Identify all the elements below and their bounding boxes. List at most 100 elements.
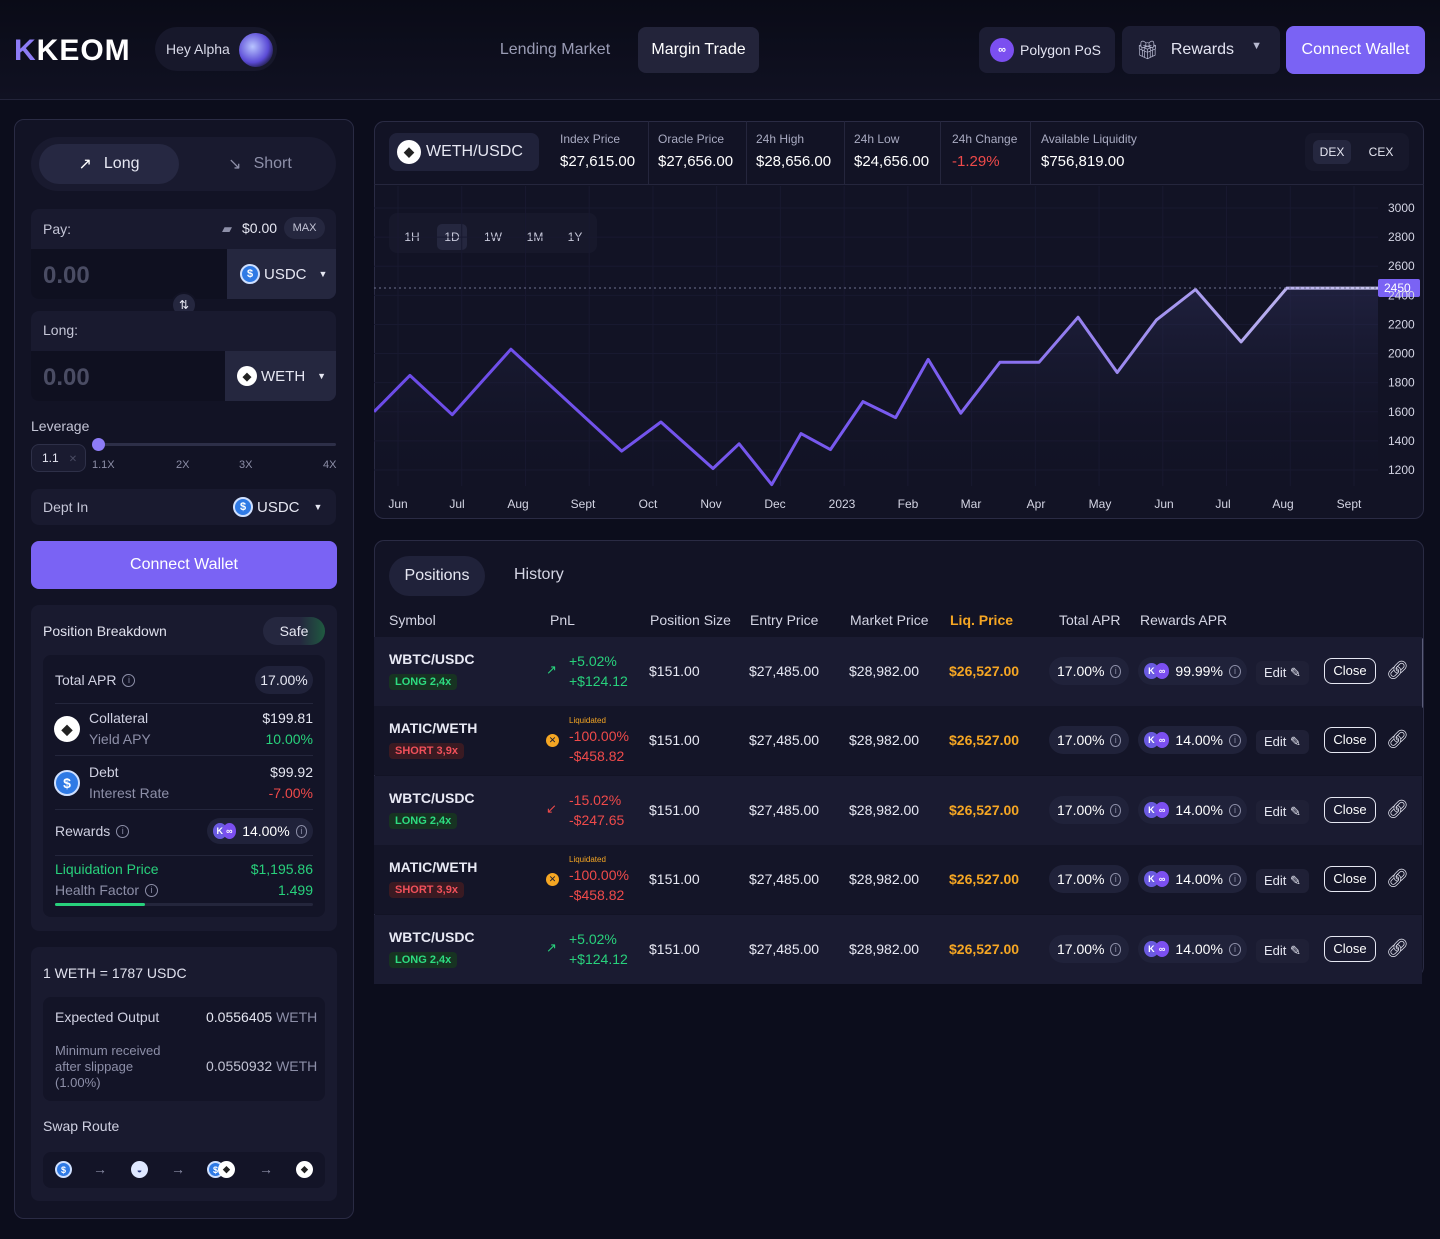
y-tick-label: 3000 (1388, 201, 1415, 215)
tab-history[interactable]: History (514, 566, 564, 583)
keom-logo[interactable]: KKEOM (14, 34, 131, 67)
max-button[interactable]: MAX (284, 217, 325, 239)
chevron-down-icon: ▼ (313, 502, 323, 512)
stat-label: Index Price (560, 132, 621, 146)
long-amount-input[interactable]: 0.00 (43, 364, 90, 391)
market-price: $28,982.00 (849, 663, 920, 679)
tab-positions[interactable]: Positions (389, 556, 485, 596)
info-icon[interactable]: i (122, 673, 136, 687)
info-icon[interactable]: i (1110, 664, 1121, 678)
table-row[interactable]: WBTC/USDC LONG 2,4x ↗ +5.02% +$124.12 $1… (374, 637, 1422, 706)
close-position-button[interactable]: Close (1324, 727, 1376, 753)
edit-icon: ✎ (1290, 943, 1301, 958)
rewards-dropdown[interactable]: 🎁︎ Rewards ▼ (1122, 26, 1280, 74)
column-header: Total APR (1059, 612, 1121, 628)
info-icon[interactable]: i (1110, 942, 1121, 956)
liquidated-note: Liquidated (569, 716, 606, 725)
side-badge: LONG 2,4x (389, 674, 458, 690)
expected-output-value: 0.0556405 WETH (206, 1009, 318, 1025)
edit-button[interactable]: Edit ✎ (1256, 800, 1309, 824)
link-icon[interactable]: 🔗︎ (1386, 729, 1409, 749)
trending-down-icon: ↘ (228, 156, 242, 173)
dex-toggle[interactable]: DEX (1313, 140, 1351, 164)
leverage-input[interactable]: 1.1 ✕ (31, 444, 86, 472)
x-tick-label: Aug (1272, 497, 1293, 511)
leverage-tick: 1.1X (92, 459, 115, 471)
pay-token-select[interactable]: $ USDC ▼ (227, 249, 336, 299)
edit-button[interactable]: Edit ✎ (1256, 730, 1309, 754)
info-icon[interactable]: i (1110, 872, 1121, 886)
table-row[interactable]: MATIC/WETH SHORT 3,9x ✕ Liquidated -100.… (374, 706, 1422, 775)
network-selector[interactable]: ∞ Polygon PoS (979, 27, 1115, 73)
tab-long[interactable]: ↗ Long (39, 144, 179, 184)
leverage-slider-track[interactable] (98, 443, 336, 446)
table-row[interactable]: MATIC/WETH SHORT 3,9x ✕ Liquidated -100.… (374, 845, 1422, 914)
info-icon[interactable]: i (1228, 664, 1241, 678)
total-apr-chip: 17.00% i (1049, 796, 1129, 824)
debt-selector[interactable] (31, 489, 336, 525)
link-icon[interactable]: 🔗︎ (1386, 660, 1409, 680)
trending-up-icon: ↗ (546, 662, 557, 677)
edit-button[interactable]: Edit ✎ (1256, 869, 1309, 893)
info-icon[interactable]: i (145, 883, 159, 897)
current-price-marker (1378, 279, 1420, 298)
info-icon[interactable]: i (116, 824, 130, 838)
link-icon[interactable]: 🔗︎ (1386, 938, 1409, 958)
swap-route: $ → ◒ → $ ◆ → ◆ (43, 1152, 325, 1188)
long-token-select[interactable]: ◆ WETH ▼ (225, 351, 336, 401)
y-tick-label: 2600 (1388, 259, 1415, 273)
info-icon[interactable]: i (1110, 733, 1121, 747)
weth-icon: ◆ (296, 1161, 313, 1178)
stat-divider (746, 121, 747, 185)
leverage-slider-thumb[interactable] (92, 438, 105, 451)
info-icon[interactable]: i (295, 824, 308, 838)
leverage-label: Leverage (31, 418, 90, 434)
stat-divider (648, 121, 649, 185)
link-icon[interactable]: 🔗︎ (1386, 799, 1409, 819)
close-position-button[interactable]: Close (1324, 658, 1376, 684)
pair-selector[interactable]: ◆ WETH/USDC (389, 133, 539, 171)
edit-button[interactable]: Edit ✎ (1256, 661, 1309, 685)
edit-button[interactable]: Edit ✎ (1256, 939, 1309, 963)
table-row[interactable]: WBTC/USDC LONG 2,4x ↙ -15.02% -$247.65 $… (374, 776, 1422, 845)
info-icon[interactable]: i (1228, 803, 1241, 817)
total-apr-chip: 17.00% i (1049, 935, 1129, 963)
entry-price: $27,485.00 (749, 941, 820, 957)
nav-margin-trade[interactable]: Margin Trade (638, 27, 759, 73)
debt-token[interactable]: $ USDC ▼ (233, 497, 322, 517)
pnl-usd: -$247.65 (569, 812, 625, 828)
info-icon[interactable]: i (1228, 942, 1241, 956)
pay-amount-input[interactable]: 0.00 (43, 262, 90, 289)
min-received-value: 0.0550932 WETH (206, 1058, 318, 1074)
info-icon[interactable]: i (1228, 872, 1241, 886)
stat-value: -1.29% (952, 153, 1000, 170)
y-tick-label: 2800 (1388, 230, 1415, 244)
trending-up-icon: ↗ (78, 156, 92, 173)
close-position-button[interactable]: Close (1324, 936, 1376, 962)
close-position-button[interactable]: Close (1324, 797, 1376, 823)
stat-label: 24h Low (854, 132, 900, 146)
cex-toggle[interactable]: CEX (1368, 145, 1394, 159)
info-icon[interactable]: i (1110, 803, 1121, 817)
info-icon[interactable]: i (1228, 733, 1241, 747)
close-position-button[interactable]: Close (1324, 866, 1376, 892)
price-chart[interactable]: 2450 1200 1400 1600 1800 2000 2200 2400 2600 2800… (374, 186, 1424, 519)
nav-lending-market[interactable]: Lending Market (499, 41, 611, 58)
link-icon[interactable]: 🔗︎ (1386, 868, 1409, 888)
table-row[interactable]: WBTC/USDC LONG 2,4x ↗ +5.02% +$124.12 $1… (374, 915, 1422, 984)
entry-price: $27,485.00 (749, 663, 820, 679)
x-tick-label: Sept (1337, 497, 1362, 511)
greeting-chip[interactable]: Hey Alpha (155, 27, 277, 71)
tab-short[interactable]: ↘ Short (228, 155, 292, 173)
rewards-label: Rewards (1170, 41, 1234, 58)
polygon-icon: ∞ (1154, 941, 1170, 957)
x-tick-label: Feb (898, 497, 919, 511)
stat-value: $27,615.00 (560, 153, 636, 170)
entry-price: $27,485.00 (749, 802, 820, 818)
edit-icon: ✎ (1290, 873, 1301, 888)
chevron-down-icon: ▼ (317, 371, 327, 381)
position-size: $151.00 (649, 663, 700, 679)
connect-wallet-button[interactable]: Connect Wallet (1286, 26, 1425, 74)
total-apr-label: Total APR i (55, 672, 136, 688)
connect-wallet-submit-button[interactable]: Connect Wallet (31, 541, 337, 589)
